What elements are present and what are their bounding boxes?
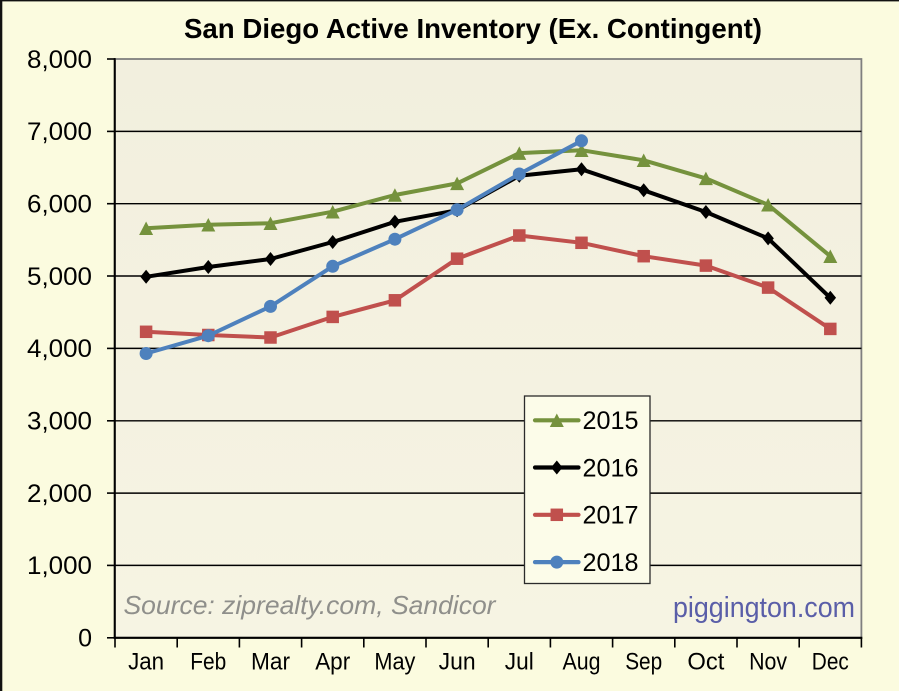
- svg-text:2,000: 2,000: [27, 480, 92, 508]
- svg-text:3,000: 3,000: [27, 408, 92, 436]
- svg-text:Aug: Aug: [563, 648, 601, 675]
- svg-text:Dec: Dec: [812, 648, 849, 675]
- svg-text:May: May: [374, 648, 416, 675]
- svg-text:Jul: Jul: [505, 648, 534, 675]
- svg-text:2016: 2016: [583, 454, 639, 482]
- svg-text:1,000: 1,000: [27, 552, 92, 580]
- svg-text:Feb: Feb: [190, 648, 226, 675]
- svg-text:Source: ziprealty.com, Sandico: Source: ziprealty.com, Sandicor: [124, 590, 497, 620]
- svg-text:0: 0: [78, 625, 92, 653]
- svg-text:Jun: Jun: [439, 648, 476, 675]
- svg-text:4,000: 4,000: [27, 335, 92, 363]
- svg-text:7,000: 7,000: [27, 118, 92, 146]
- svg-text:Jan: Jan: [128, 648, 164, 675]
- svg-text:5,000: 5,000: [27, 263, 92, 291]
- svg-text:Apr: Apr: [315, 648, 350, 675]
- svg-text:2017: 2017: [583, 502, 639, 530]
- svg-text:San Diego Active Inventory (Ex: San Diego Active Inventory (Ex. Continge…: [184, 13, 762, 44]
- svg-text:2015: 2015: [583, 407, 639, 435]
- svg-text:piggington.com: piggington.com: [673, 592, 855, 624]
- svg-text:Sep: Sep: [625, 648, 662, 675]
- svg-text:Oct: Oct: [687, 648, 724, 675]
- svg-text:2018: 2018: [583, 549, 639, 577]
- svg-text:Mar: Mar: [251, 648, 290, 675]
- svg-text:Nov: Nov: [749, 648, 788, 675]
- svg-text:8,000: 8,000: [27, 46, 92, 74]
- svg-text:6,000: 6,000: [27, 191, 92, 219]
